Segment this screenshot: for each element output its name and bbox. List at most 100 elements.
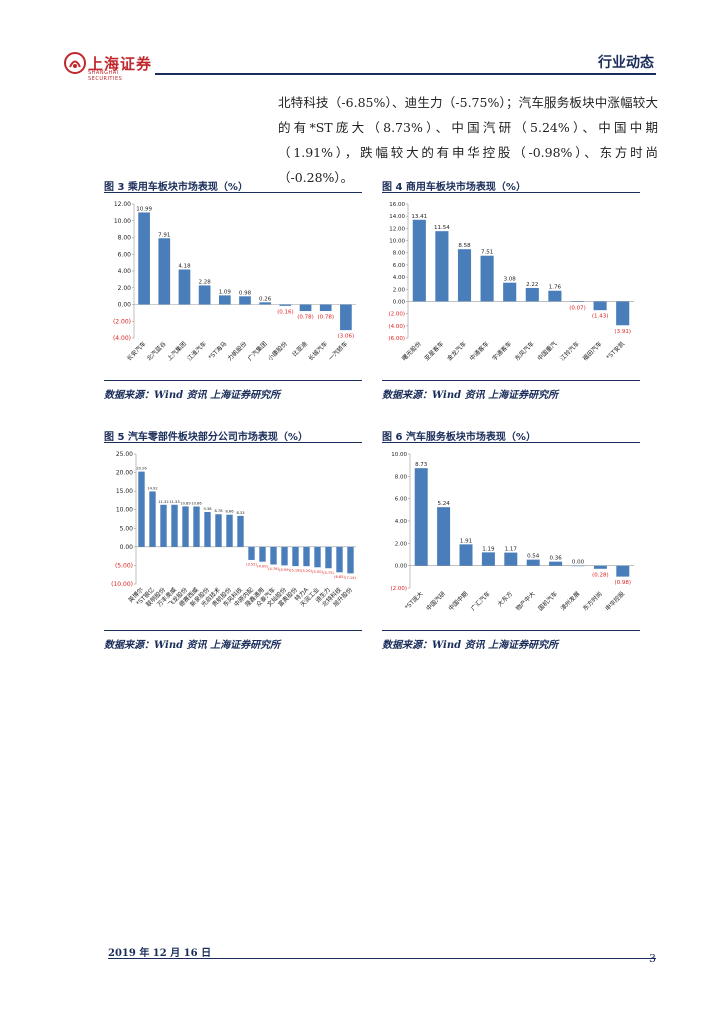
bar (279, 304, 292, 306)
bar (281, 546, 288, 566)
data-label: 9.38 (203, 507, 212, 511)
bar (259, 546, 266, 562)
bar (303, 546, 310, 567)
data-label: 1.76 (549, 285, 562, 291)
category-label: *ST庞大 (403, 590, 425, 612)
figure-5-title: 图 5 汽车零部件板块部分公司市场表现（%） (104, 432, 308, 443)
y-tick-label: 8.00 (393, 251, 406, 257)
figure-4-bottom-rule (382, 380, 640, 381)
data-label: 20.26 (136, 467, 147, 471)
category-label: 小康股份 (266, 340, 289, 363)
bar (218, 295, 231, 305)
category-label: 上汽集团 (165, 340, 188, 363)
data-label: 8.78 (214, 509, 223, 513)
bar (503, 282, 517, 302)
bar (616, 565, 630, 577)
category-label: 江铃汽车 (558, 340, 581, 363)
data-label: (0.16) (277, 309, 294, 315)
y-tick-label: 4.00 (395, 519, 408, 525)
category-label: *ST安凯 (605, 340, 627, 362)
data-label: 11.54 (434, 225, 450, 231)
category-label: 大东方 (496, 590, 514, 608)
figure-3-source: 数据来源：Wind 资讯 上海证券研究所 (104, 390, 281, 401)
category-label: 宇通客车 (490, 340, 513, 363)
category-label: 北汽蓝谷 (145, 340, 168, 363)
bar (149, 491, 156, 547)
figure-4-source: 数据来源：Wind 资讯 上海证券研究所 (382, 390, 559, 401)
bar (616, 301, 630, 326)
footer-divider (108, 958, 656, 959)
data-label: 1.17 (505, 547, 518, 553)
data-label: 2.22 (526, 282, 538, 288)
data-label: 0.00 (572, 560, 585, 566)
data-label: 10.89 (180, 501, 191, 505)
data-label: 4.18 (178, 263, 191, 269)
logo-text: 上海证券 (88, 55, 153, 73)
category-label: 力帆股份 (226, 340, 249, 363)
data-label: (3.06) (338, 334, 355, 340)
category-label: 曙光股份 (400, 340, 423, 363)
figure-3-top-rule (104, 192, 362, 193)
bar (504, 552, 518, 566)
bar (182, 506, 189, 547)
category-label: 中国重汽 (536, 340, 559, 363)
data-label: 11.32 (158, 500, 168, 504)
data-label: 8.33 (236, 511, 244, 515)
y-tick-label: 15.00 (116, 488, 133, 495)
y-tick-label: 6.00 (393, 263, 406, 269)
data-label: (4.00) (257, 564, 268, 568)
data-label: 0.26 (259, 296, 272, 302)
figure-5-top-rule (104, 442, 362, 443)
data-label: (5.75) (323, 571, 334, 575)
y-tick-label: 10.00 (116, 507, 133, 514)
data-label: 8.73 (415, 462, 428, 468)
category-label: 中国中期 (447, 590, 470, 613)
figure-3-chart: 12.00 10.00 8.00 6.00 4.00 2.00 0.00 (2.00) (4.0… (113, 201, 356, 363)
y-tick-label: 0.00 (120, 544, 134, 551)
bar (571, 565, 585, 567)
figure-3-bottom-rule (104, 380, 362, 381)
data-label: (0.07) (569, 305, 586, 311)
y-tick-label: 16.00 (389, 202, 405, 208)
data-label: 0.36 (549, 556, 562, 562)
bar (160, 504, 167, 547)
bar (138, 471, 145, 547)
figure-6-title: 图 6 汽车服务板块市场表现（%） (382, 432, 536, 443)
y-tick-label: 12.00 (114, 201, 131, 208)
y-tick-label: 10.00 (114, 218, 131, 225)
data-label: (3.52) (246, 563, 257, 567)
data-label: 3.08 (504, 277, 517, 283)
data-label: 5.24 (437, 501, 450, 507)
bar (204, 512, 211, 547)
y-tick-label: (6.00) (388, 336, 405, 342)
y-tick-label: 4.00 (118, 268, 132, 275)
data-label: 8.66 (225, 510, 234, 514)
category-label: 漳州发展 (559, 590, 582, 613)
y-tick-label: 2.00 (395, 541, 408, 547)
bar (325, 546, 332, 569)
y-tick-label: (4.00) (113, 335, 131, 342)
bar (481, 552, 495, 566)
data-label: 13.41 (411, 214, 427, 220)
category-label: 东方时尚 (581, 590, 604, 613)
company-logo: 上海证券 SHANGHAI SECURITIES (64, 52, 154, 82)
category-label: 长安汽车 (125, 340, 148, 363)
category-label: 比亚迪 (291, 340, 309, 358)
bar (178, 269, 191, 305)
data-label: 14.92 (147, 486, 157, 490)
bar (336, 546, 343, 573)
bar (193, 506, 200, 547)
data-label: (1.43) (592, 314, 609, 320)
category-label: 申华控股 (604, 590, 627, 613)
figure-4-chart: 16.00 14.00 12.00 10.00 8.00 6.00 4.00 2.00 0.00… (388, 202, 634, 363)
category-label: 广汽集团 (246, 340, 269, 363)
bar (319, 304, 332, 312)
y-tick-label: 14.00 (389, 214, 405, 220)
figure-3-title: 图 3 乘用车板块市场表现（%） (104, 182, 248, 193)
data-label: 1.19 (482, 546, 495, 552)
bar (570, 301, 585, 302)
figure-4-title: 图 4 商用车板块市场表现（%） (382, 182, 526, 193)
figure-4-top-rule (382, 192, 640, 193)
y-tick-label: 2.00 (393, 287, 406, 293)
y-tick-label: 4.00 (393, 275, 406, 281)
